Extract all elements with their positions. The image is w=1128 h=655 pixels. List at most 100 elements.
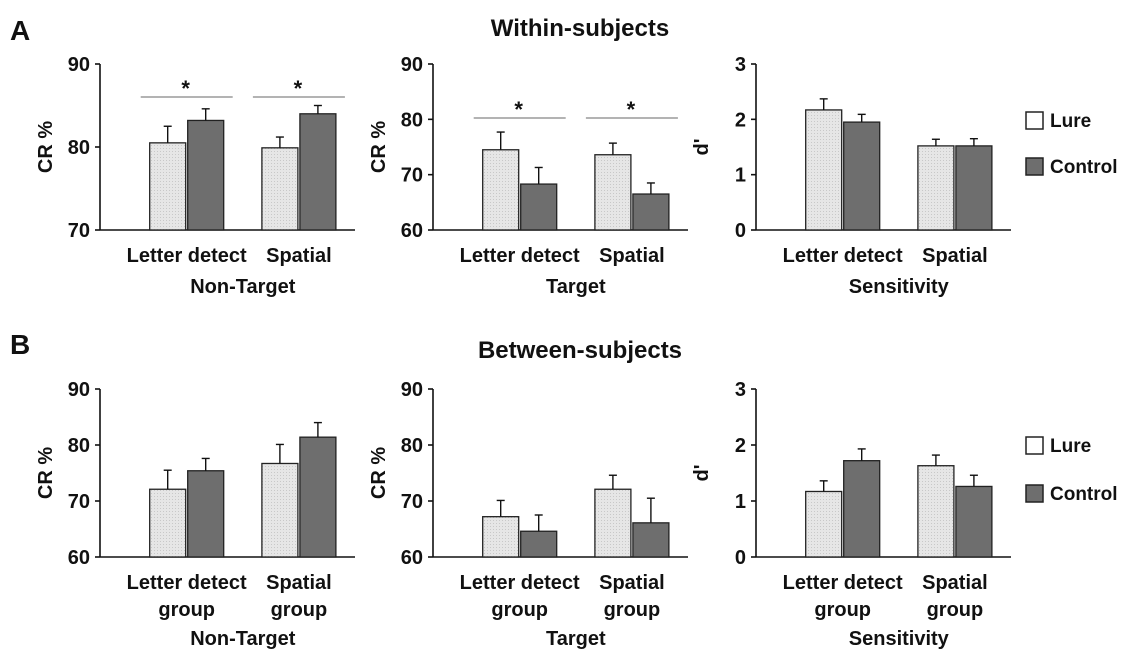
- significance-star: *: [181, 76, 190, 101]
- bar-lure: [149, 142, 187, 231]
- bar-lure: [594, 154, 632, 231]
- bar-control: [520, 530, 558, 558]
- x-axis-title: Non-Target: [190, 628, 296, 650]
- y-tick-label: 80: [401, 109, 423, 131]
- legend-lure-swatch: [1025, 111, 1044, 130]
- y-tick-label: 70: [68, 491, 90, 513]
- y-tick-label: 70: [401, 165, 423, 187]
- y-tick-label: 60: [68, 547, 90, 569]
- y-axis-label: d': [691, 465, 713, 482]
- category-label: group: [491, 599, 548, 621]
- y-tick-label: 60: [401, 220, 423, 242]
- bar-control: [299, 436, 337, 558]
- y-tick-label: 80: [401, 435, 423, 457]
- bar-control: [843, 460, 881, 558]
- row-b-letter: B: [10, 329, 30, 360]
- category-label: group: [271, 599, 328, 621]
- x-axis-title: Non-Target: [190, 276, 296, 298]
- y-axis-label: d': [691, 139, 713, 156]
- y-axis-label: CR %: [35, 121, 57, 173]
- category-label: Letter detect: [460, 572, 580, 594]
- chart-panel-b3: 0 1 2 3 d' Letter detect group Spatial group Sens…: [691, 379, 1011, 650]
- bar-lure: [805, 490, 843, 558]
- legend-bottom: Lure Control: [1025, 436, 1118, 505]
- y-tick-label: 1: [735, 165, 746, 187]
- chart-panels: 70 80 90 CR % Letter detect * Spatial * Non-Targ…: [35, 54, 1011, 650]
- y-tick-label: 70: [68, 220, 90, 242]
- x-axis-title: Target: [546, 276, 606, 298]
- category-label: Letter detect: [783, 245, 903, 267]
- legend-control-swatch: [1025, 484, 1044, 503]
- bar-control: [187, 119, 225, 231]
- y-tick-label: 3: [735, 54, 746, 76]
- legend-lure-label: Lure: [1050, 111, 1091, 132]
- y-tick-label: 60: [401, 547, 423, 569]
- bar-control: [632, 193, 670, 231]
- legend-control-swatch: [1025, 157, 1044, 176]
- category-label: Letter detect: [783, 572, 903, 594]
- bar-lure: [261, 147, 299, 231]
- legend-control-label: Control: [1050, 157, 1118, 178]
- chart-panel-b1: 60 70 80 90 CR % Letter detect group Spatial gro…: [35, 379, 355, 650]
- bar-control: [955, 145, 993, 231]
- y-axis-label: CR %: [35, 447, 57, 499]
- significance-star: *: [627, 97, 636, 122]
- bar-lure: [594, 488, 632, 558]
- legend-lure-swatch: [1025, 436, 1044, 455]
- bar-control: [955, 485, 993, 558]
- y-tick-label: 1: [735, 491, 746, 513]
- bar-control: [520, 183, 558, 231]
- y-tick-label: 90: [401, 379, 423, 401]
- bar-lure: [149, 488, 187, 558]
- category-label: Letter detect: [127, 572, 247, 594]
- row-a-title: Within-subjects: [491, 15, 669, 42]
- category-label: Spatial: [922, 245, 988, 267]
- x-axis-title: Sensitivity: [849, 276, 950, 298]
- chart-panel-b2: 60 70 80 90 CR % Letter detect group Spatial gro…: [368, 379, 688, 650]
- category-label: Spatial: [922, 572, 988, 594]
- legend-top: Lure Control: [1025, 111, 1118, 178]
- y-axis-label: CR %: [368, 121, 390, 173]
- category-label: Spatial: [266, 572, 332, 594]
- bar-lure: [482, 516, 520, 558]
- bar-lure: [482, 149, 520, 231]
- chart-panel-a2: 60 70 80 90 CR % Letter detect * Spatial * Target: [368, 54, 688, 298]
- category-label: group: [604, 599, 661, 621]
- category-label: Letter detect: [460, 245, 580, 267]
- significance-star: *: [294, 76, 303, 101]
- x-axis-title: Target: [546, 628, 606, 650]
- y-tick-label: 70: [401, 491, 423, 513]
- y-tick-label: 2: [735, 435, 746, 457]
- category-label: group: [814, 599, 871, 621]
- y-tick-label: 90: [401, 54, 423, 76]
- chart-panel-a3: 0 1 2 3 d' Letter detect Spatial Sensitivity: [691, 54, 1011, 298]
- category-label: Spatial: [599, 572, 665, 594]
- bar-control: [632, 522, 670, 558]
- legend-control-label: Control: [1050, 484, 1118, 505]
- category-label: group: [158, 599, 215, 621]
- bar-lure: [917, 465, 955, 558]
- category-label: group: [927, 599, 984, 621]
- y-tick-label: 0: [735, 220, 746, 242]
- bar-lure: [805, 109, 843, 231]
- x-axis-title: Sensitivity: [849, 628, 950, 650]
- category-label: Spatial: [599, 245, 665, 267]
- y-tick-label: 0: [735, 547, 746, 569]
- y-tick-label: 80: [68, 435, 90, 457]
- significance-star: *: [514, 97, 523, 122]
- bar-control: [843, 121, 881, 231]
- bar-control: [187, 470, 225, 558]
- bar-lure: [261, 462, 299, 558]
- row-a-letter: A: [10, 15, 30, 46]
- category-label: Letter detect: [127, 245, 247, 267]
- category-label: Spatial: [266, 245, 332, 267]
- bar-control: [299, 113, 337, 231]
- y-tick-label: 80: [68, 137, 90, 159]
- y-tick-label: 2: [735, 109, 746, 131]
- y-axis-label: CR %: [368, 447, 390, 499]
- y-tick-label: 90: [68, 54, 90, 76]
- row-b-title: Between-subjects: [478, 337, 682, 364]
- y-tick-label: 3: [735, 379, 746, 401]
- legend-lure-label: Lure: [1050, 436, 1091, 457]
